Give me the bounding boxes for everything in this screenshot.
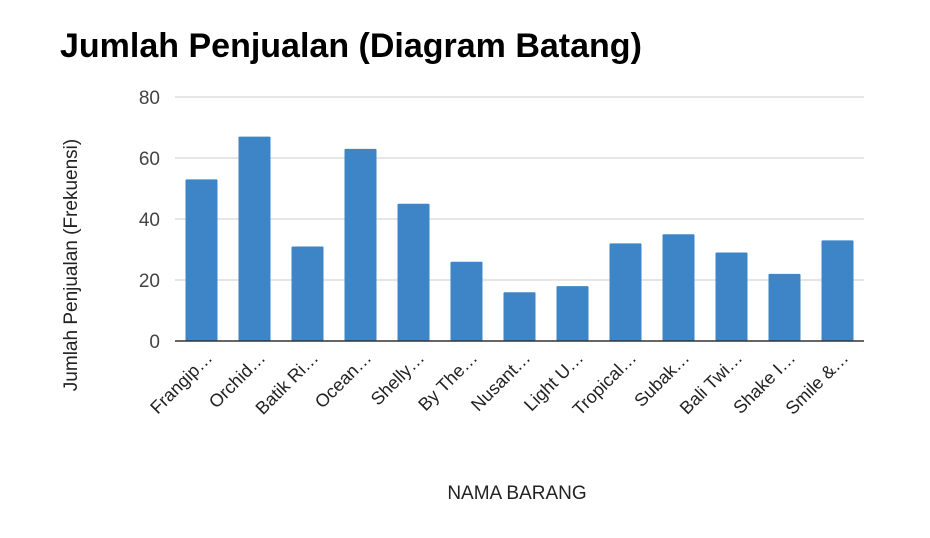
- x-category-label: Ocean…: [311, 348, 375, 412]
- bar: [397, 203, 430, 341]
- chart-title: Jumlah Penjualan (Diagram Batang): [60, 27, 642, 65]
- bars: [185, 136, 854, 341]
- y-tick-label: 60: [139, 149, 160, 170]
- bar: [821, 240, 854, 341]
- bar: [556, 286, 589, 341]
- bar: [662, 234, 695, 341]
- x-axis-label: NAMA BARANG: [447, 483, 586, 504]
- bar: [291, 246, 324, 341]
- bar: [185, 179, 218, 341]
- y-axis-label: Jumlah Penjualan (Frekuensi): [61, 139, 82, 391]
- bar: [609, 243, 642, 341]
- bar: [768, 273, 801, 341]
- y-tick-label: 80: [139, 88, 160, 109]
- y-tick-label: 40: [139, 210, 160, 231]
- x-axis-categories: Frangip…Orchid…Batik Ri…Ocean…Shelly…By …: [146, 348, 852, 420]
- gridlines: [175, 96, 864, 281]
- bar: [450, 261, 483, 341]
- x-category-label: Frangip…: [146, 348, 216, 418]
- y-tick-label: 20: [139, 271, 160, 292]
- bar: [503, 292, 536, 341]
- y-axis-ticks: 0 20 40 60 80: [139, 88, 160, 353]
- y-tick-label: 0: [149, 332, 160, 353]
- bar: [238, 136, 271, 341]
- bar: [715, 252, 748, 341]
- bar: [344, 148, 377, 341]
